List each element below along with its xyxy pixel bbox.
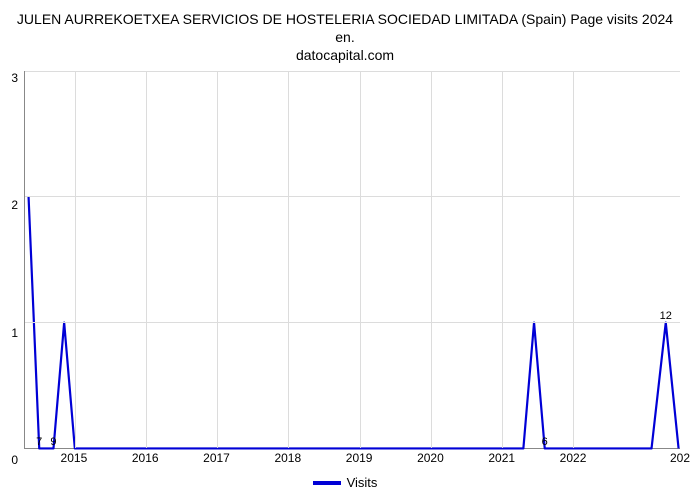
data-point-label: 6	[542, 436, 548, 448]
x-tick-label: 202	[670, 451, 690, 465]
data-point-label: 7	[36, 436, 42, 448]
data-point-label: 12	[660, 310, 672, 322]
x-tick-label: 2022	[560, 451, 587, 465]
x-tick-label: 2017	[203, 451, 230, 465]
title-line-2: datocapital.com	[296, 47, 394, 63]
gridline-vertical	[217, 71, 218, 448]
x-tick-label: 2020	[417, 451, 444, 465]
y-tick-label: 1	[10, 326, 18, 340]
title-line-1: JULEN AURREKOETXEA SERVICIOS DE HOSTELER…	[17, 11, 673, 45]
y-axis-labels: 3 2 1 0	[10, 71, 24, 467]
gridline-vertical	[573, 71, 574, 448]
y-tick-label: 2	[10, 198, 18, 212]
x-tick-label: 2018	[274, 451, 301, 465]
x-tick-label: 2021	[488, 451, 515, 465]
gridline-horizontal	[25, 196, 680, 197]
x-tick-label: 2016	[132, 451, 159, 465]
y-tick-label: 0	[10, 453, 18, 467]
plot-column: 79612 2015201620172018201920202021202220…	[24, 71, 680, 467]
gridline-vertical	[146, 71, 147, 448]
data-point-label: 9	[50, 436, 56, 448]
legend-label: Visits	[347, 475, 378, 490]
gridline-horizontal	[25, 322, 680, 323]
x-axis-labels: 20152016201720182019202020212022202	[24, 449, 680, 467]
line-series	[25, 71, 680, 448]
gridline-vertical	[360, 71, 361, 448]
plot-area: 79 6 12	[24, 71, 680, 449]
gridline-vertical	[75, 71, 76, 448]
legend: Visits	[313, 475, 378, 490]
gridline-vertical	[431, 71, 432, 448]
gridline-horizontal	[25, 71, 680, 72]
gridline-vertical	[288, 71, 289, 448]
y-tick-label: 3	[10, 71, 18, 85]
x-tick-label: 2019	[346, 451, 373, 465]
legend-swatch	[313, 481, 341, 485]
x-tick-label: 2015	[61, 451, 88, 465]
chart-container: 3 2 1 0 79 6 12 2015 2016 2017 2018 2019 2020 2021 2…	[10, 71, 680, 467]
gridline-vertical	[502, 71, 503, 448]
chart-title: JULEN AURREKOETXEA SERVICIOS DE HOSTELER…	[15, 10, 675, 65]
